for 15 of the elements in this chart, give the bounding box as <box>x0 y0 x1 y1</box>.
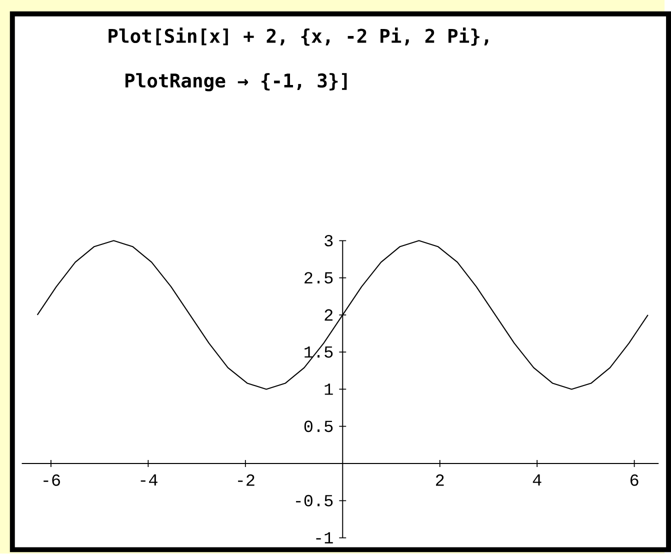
y-tick-label: 2 <box>324 309 333 321</box>
y-tick-label: 1 <box>324 384 333 395</box>
y-tick-label: 0.5 <box>304 420 333 432</box>
chart-title: Plot[Sin[x] + 2, {x, -2 Pi, 2 Pi}, <box>108 28 488 46</box>
chart-subtitle: PlotRange → {-1, 3}] <box>125 73 347 92</box>
x-tick-label: -2 <box>238 474 254 486</box>
x-tick-label: -6 <box>44 474 60 486</box>
x-tick-label: 4 <box>532 474 542 486</box>
x-tick-label: 6 <box>630 474 638 486</box>
y-tick-label: 3 <box>324 235 333 247</box>
x-tick-label: -4 <box>140 474 158 486</box>
y-tick-label: -0.5 <box>296 495 333 507</box>
y-tick-label: 2.5 <box>304 272 333 284</box>
x-tick-label: 2 <box>436 474 444 486</box>
y-tick-label: -1 <box>316 532 333 544</box>
